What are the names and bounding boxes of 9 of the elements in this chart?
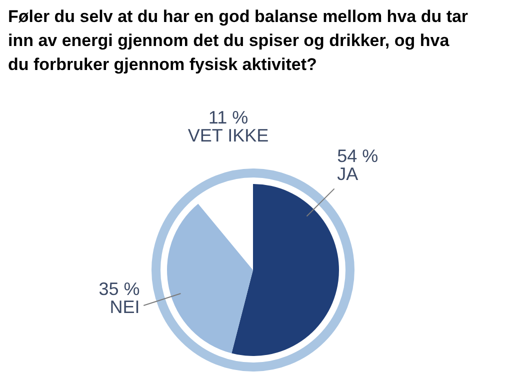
slice-label: JA — [337, 164, 358, 184]
data-label: 54 % — [337, 146, 378, 166]
slice-label: VET IKKE — [188, 126, 269, 146]
pie-slice — [167, 204, 253, 354]
data-label: 11 % — [208, 108, 248, 128]
data-label: 35 % — [98, 278, 140, 299]
chart-title: Føler du selv at du har en god balanse mellom hva du tar inn av energi gjennom det du spiser og drikker, og hva du forbruker gjennom fysisk aktivitet? — [8, 7, 468, 74]
slice-label: NEI — [110, 296, 140, 317]
pie-slice — [232, 184, 339, 356]
